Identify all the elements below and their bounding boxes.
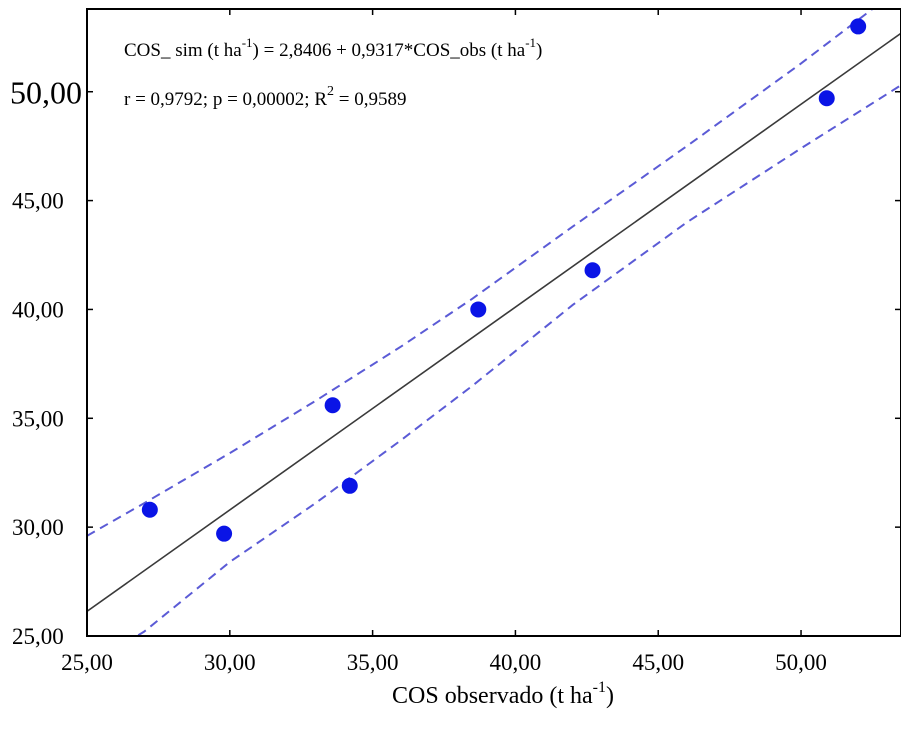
equation-annotation: COS_ sim (t ha-1) = 2,8406 + 0,9317*COS_… bbox=[124, 35, 542, 61]
x-axis-title: COS observado (t ha-1) bbox=[392, 679, 614, 709]
y-tick-label: 50,00 bbox=[10, 75, 82, 111]
data-point bbox=[470, 301, 487, 318]
data-point bbox=[818, 90, 835, 107]
data-point bbox=[216, 525, 233, 542]
data-point bbox=[850, 18, 867, 35]
y-tick-label: 25,00 bbox=[12, 624, 64, 649]
data-point bbox=[584, 262, 601, 279]
y-tick-label: 30,00 bbox=[12, 515, 64, 540]
x-tick-labels: 25,00 30,00 35,00 40,00 45,00 50,00 bbox=[61, 650, 827, 675]
y-tick-label: 35,00 bbox=[12, 406, 64, 431]
y-tick-label: 45,00 bbox=[12, 189, 64, 214]
x-tick-label: 35,00 bbox=[347, 650, 399, 675]
confidence-band bbox=[87, 9, 901, 636]
plot-frame bbox=[86, 8, 901, 637]
y-tick-labels: 25,00 30,00 35,00 40,00 45,00 50,00 bbox=[10, 75, 82, 649]
data-point bbox=[324, 397, 341, 414]
band-upper bbox=[87, 9, 875, 537]
y-tick-label: 40,00 bbox=[12, 297, 64, 322]
regression-line bbox=[87, 32, 901, 612]
band-lower bbox=[135, 84, 901, 636]
x-tick-label: 40,00 bbox=[490, 650, 542, 675]
axis-ticks bbox=[86, 9, 901, 637]
data-point bbox=[341, 477, 358, 494]
regression-line-group bbox=[87, 32, 901, 612]
x-tick-label: 25,00 bbox=[61, 650, 113, 675]
data-points bbox=[141, 18, 867, 542]
data-point bbox=[141, 501, 158, 518]
x-tick-label: 30,00 bbox=[204, 650, 256, 675]
x-tick-label: 50,00 bbox=[775, 650, 827, 675]
stats-annotation: r = 0,9792; p = 0,00002; R2 = 0,9589 bbox=[124, 84, 406, 110]
x-tick-label: 45,00 bbox=[632, 650, 684, 675]
